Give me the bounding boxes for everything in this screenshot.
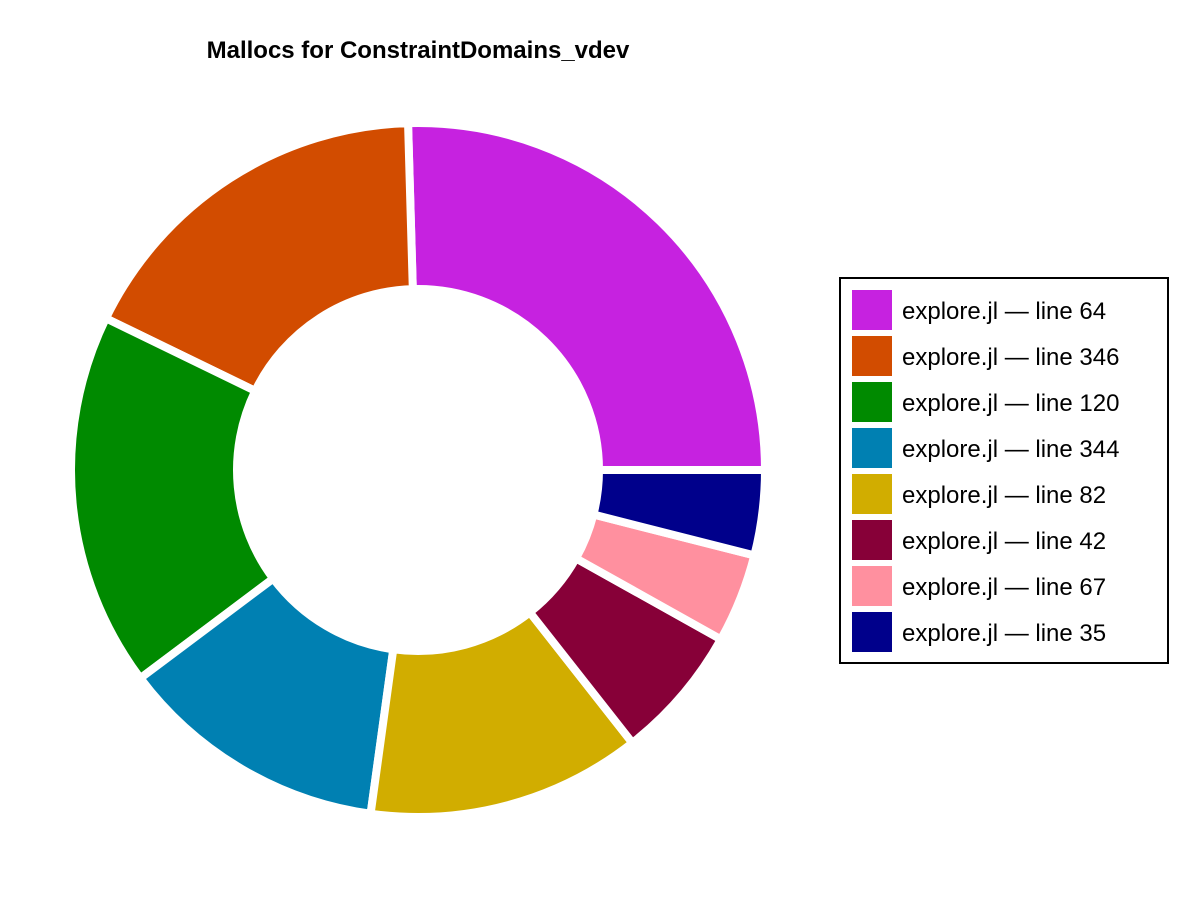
legend-label-3: explore.jl — line 120 bbox=[902, 390, 1119, 417]
legend-swatch-7 bbox=[852, 566, 892, 606]
legend-swatch-6 bbox=[852, 520, 892, 560]
legend-swatch-1 bbox=[852, 290, 892, 330]
legend-swatch-8 bbox=[852, 612, 892, 652]
legend-label-6: explore.jl — line 42 bbox=[902, 528, 1106, 555]
chart-title: Mallocs for ConstraintDomains_vdev bbox=[207, 37, 630, 64]
pie-slice-2 bbox=[100, 119, 417, 397]
pie-slices bbox=[67, 119, 770, 821]
pie-slice-8 bbox=[588, 466, 770, 561]
legend-swatch-4 bbox=[852, 428, 892, 468]
legend-label-1: explore.jl — line 64 bbox=[902, 298, 1106, 325]
legend-label-7: explore.jl — line 67 bbox=[902, 574, 1106, 601]
legend-swatch-5 bbox=[852, 474, 892, 514]
legend-label-2: explore.jl — line 346 bbox=[902, 344, 1119, 371]
legend-frame bbox=[839, 277, 1169, 664]
legend: explore.jl — line 64 explore.jl — line 34… bbox=[839, 277, 1169, 664]
pie-slice-4 bbox=[134, 573, 398, 819]
pie-slice-1 bbox=[403, 119, 770, 474]
legend-label-5: explore.jl — line 82 bbox=[902, 482, 1106, 509]
legend-label-8: explore.jl — line 35 bbox=[902, 620, 1106, 647]
legend-swatch-3 bbox=[852, 382, 892, 422]
pie-slice-3 bbox=[67, 312, 279, 684]
legend-swatch-2 bbox=[852, 336, 892, 376]
legend-label-4: explore.jl — line 344 bbox=[902, 436, 1119, 463]
legend-items: explore.jl — line 64 explore.jl — line 34… bbox=[852, 290, 1119, 652]
